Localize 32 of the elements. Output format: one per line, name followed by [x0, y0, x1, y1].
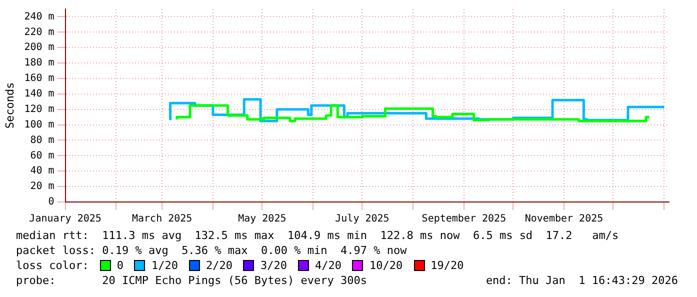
- legend-label: 4/20: [314, 258, 342, 273]
- y-tick-label: 160 m: [24, 73, 54, 84]
- legend-label: 0: [116, 258, 124, 273]
- y-axis-title: Seconds: [3, 82, 16, 129]
- legend-label: 3/20: [260, 258, 287, 273]
- x-tick-label: March 2025: [132, 214, 192, 225]
- legend-label: 10/20: [369, 258, 403, 273]
- x-tick-label: September 2025: [422, 214, 506, 225]
- text: end: Thu Jan 1 16:43:29 2026: [486, 273, 678, 288]
- y-tick-label: 120 m: [24, 104, 54, 115]
- legend-title: loss color:: [16, 258, 89, 273]
- y-tick-label: 180 m: [24, 58, 54, 69]
- y-tick-label: 60 m: [30, 150, 54, 162]
- y-tick-label: 200 m: [24, 42, 54, 54]
- y-tick-label: 100 m: [24, 119, 54, 130]
- y-tick-label: 0: [48, 196, 54, 208]
- x-tick-label: July 2025: [335, 214, 390, 225]
- y-tick-label: 140 m: [24, 88, 54, 100]
- y-tick-label: 40 m: [30, 166, 54, 177]
- y-tick-label: 220 m: [24, 26, 54, 38]
- y-tick-label: 240 m: [24, 11, 54, 22]
- text: packet loss: 0.19 % avg 5.36 % max 0.00 % min 4.97 % now: [16, 243, 408, 258]
- y-tick-label: 20 m: [30, 181, 54, 192]
- legend-label: 19/20: [430, 258, 464, 273]
- x-tick-label: November 2025: [524, 214, 604, 225]
- legend-label: 2/20: [206, 258, 232, 273]
- x-tick-label: January 2025: [29, 214, 102, 225]
- text: probe: 20 ICMP Echo Pings (56 Bytes) every 300s: [16, 273, 367, 288]
- y-tick-label: 80 m: [30, 134, 54, 146]
- text: median rtt: 111.3 ms avg 132.5 ms max 104.9 ms min 122.8 ms now 6.5 ms sd 17.2 am/s: [16, 228, 620, 243]
- legend-label: 1/20: [151, 258, 178, 273]
- x-tick-label: May 2025: [238, 214, 286, 225]
